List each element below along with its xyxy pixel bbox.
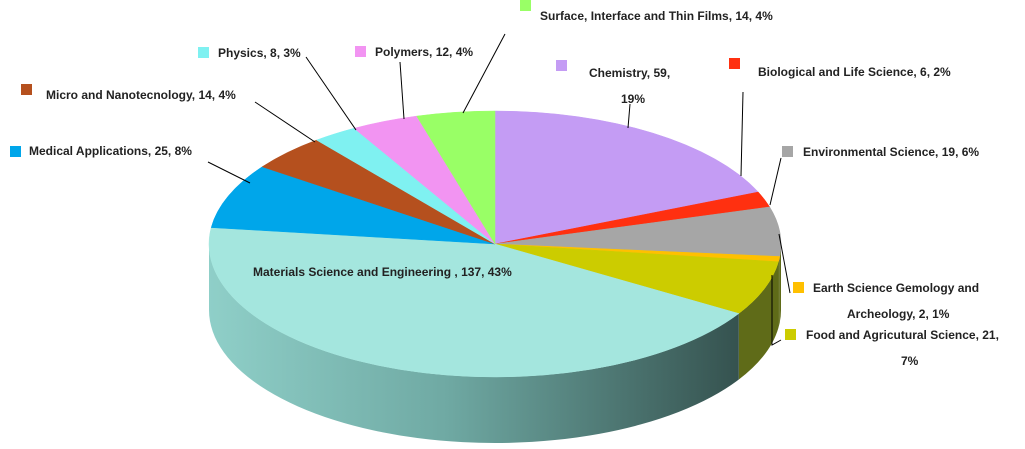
legend-swatch-food-and-agricutural-science <box>785 329 796 340</box>
leader-line-physics <box>305 56 357 131</box>
data-label-polymers: Polymers, 12, 4% <box>375 45 473 59</box>
leader-line-polymers <box>399 61 405 120</box>
pie-slice-surface-interface-and-thin-films <box>416 110 496 245</box>
data-label-micro-and-nanotecnology: Micro and Nanotecnology, 14, 4% <box>46 88 236 102</box>
legend-swatch-polymers <box>355 46 366 57</box>
pie-side-materials-science-and-engineering <box>209 244 739 444</box>
leader-line-food-and-agricutural-science <box>771 275 782 346</box>
data-label-materials-science-and-engineering: Materials Science and Engineering , 137,… <box>253 265 512 279</box>
legend-swatch-earth-science-gemology-and-archeology <box>793 282 804 293</box>
legend-swatch-biological-and-life-science <box>729 58 740 69</box>
data-label-food-and-agricutural-science: Food and Agricutural Science, 21, <box>806 328 999 342</box>
leader-line-surface-interface-and-thin-films <box>462 33 506 114</box>
legend-swatch-environmental-science <box>782 146 793 157</box>
pie-side-food-and-agricutural-science <box>738 261 779 380</box>
leader-line-micro-and-nanotecnology <box>254 101 316 143</box>
leader-line-chemistry <box>627 103 631 129</box>
pie-slice-food-and-agricutural-science <box>494 243 779 314</box>
legend-swatch-micro-and-nanotecnology <box>21 84 32 95</box>
data-label-chemistry-line2: 19% <box>621 92 645 106</box>
data-label-chemistry: Chemistry, 59, <box>589 66 670 80</box>
data-label-environmental-science: Environmental Science, 19, 6% <box>803 145 979 159</box>
legend-swatch-physics <box>198 47 209 58</box>
data-label-medical-applications: Medical Applications, 25, 8% <box>29 144 192 158</box>
pie-slice-materials-science-and-engineering <box>208 227 740 378</box>
data-label-earth-science-gemology-and-archeology-line2: Archeology, 2, 1% <box>847 307 950 321</box>
data-label-surface-interface-and-thin-films: Surface, Interface and Thin Films, 14, 4… <box>540 9 773 23</box>
legend-swatch-chemistry <box>556 60 567 71</box>
pie-side-earth-science-gemology-and-archeology <box>778 256 780 328</box>
data-label-food-and-agricutural-science-line2: 7% <box>901 354 919 368</box>
data-label-physics: Physics, 8, 3% <box>218 46 301 60</box>
leader-line-medical-applications <box>207 161 251 184</box>
pie-slice-chemistry <box>494 110 759 245</box>
pie-side-environmental-science <box>779 244 781 323</box>
legend-swatch-medical-applications <box>10 146 21 157</box>
pie-slice-medical-applications <box>210 166 496 245</box>
data-label-biological-and-life-science: Biological and Life Science, 6, 2% <box>758 65 951 79</box>
leader-line-environmental-science <box>769 157 782 206</box>
leader-line-earth-science-gemology-and-archeology <box>778 233 791 294</box>
leader-line-biological-and-life-science <box>740 91 744 177</box>
data-label-earth-science-gemology-and-archeology: Earth Science Gemology and <box>813 281 979 295</box>
legend-swatch-surface-interface-and-thin-films <box>520 0 531 11</box>
